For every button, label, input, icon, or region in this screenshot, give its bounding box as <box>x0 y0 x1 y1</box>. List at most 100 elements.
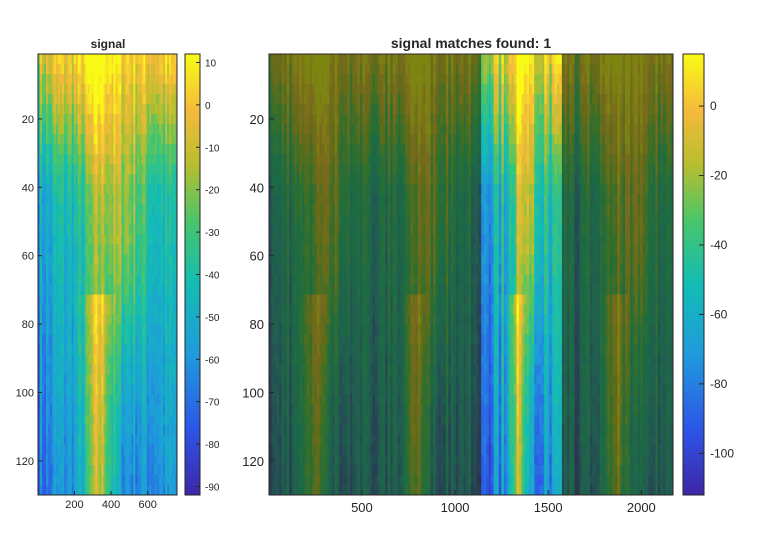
heatmap-cell <box>344 84 348 95</box>
heatmap-cell <box>167 174 170 185</box>
heatmap-cell <box>151 174 154 185</box>
heatmap-cell <box>291 74 295 85</box>
heatmap-cell <box>279 64 283 75</box>
heatmap-cell <box>531 104 535 115</box>
heatmap-cell <box>123 334 126 346</box>
heatmap-cell <box>87 454 91 466</box>
heatmap-cell <box>612 64 616 75</box>
heatmap-cell <box>382 74 386 85</box>
heatmap-cell <box>145 454 148 466</box>
heatmap-cell <box>83 234 87 245</box>
heatmap-cell <box>91 284 94 295</box>
heatmap-cell <box>47 194 51 205</box>
heatmap-cell <box>135 144 138 155</box>
heatmap-cell <box>119 394 122 406</box>
heatmap-cell <box>97 204 100 215</box>
heatmap-cell <box>141 244 144 255</box>
heatmap-cell <box>395 154 399 165</box>
heatmap-cell <box>405 124 409 135</box>
heatmap-cell <box>143 74 146 85</box>
heatmap-cell <box>49 344 53 356</box>
heatmap-cell <box>111 224 114 235</box>
heatmap-cell <box>105 464 108 476</box>
heatmap-cell <box>57 264 61 275</box>
heatmap-cell <box>53 304 57 315</box>
heatmap-cell <box>107 424 110 436</box>
heatmap-cell <box>173 294 176 305</box>
heatmap-cell <box>77 444 81 456</box>
heatmap-cell <box>147 114 150 125</box>
heatmap-cell <box>157 264 160 275</box>
heatmap-cell <box>171 284 174 295</box>
heatmap-cell <box>647 144 651 155</box>
heatmap-cell <box>354 74 358 85</box>
heatmap-cell <box>135 64 138 75</box>
heatmap-cell <box>352 74 356 85</box>
heatmap-cell <box>49 104 53 115</box>
heatmap-cell <box>425 94 429 105</box>
heatmap-cell <box>566 114 570 125</box>
heatmap-cell <box>159 434 162 446</box>
heatmap-cell <box>395 74 399 85</box>
heatmap-cell <box>139 104 142 115</box>
heatmap-cell <box>125 264 128 275</box>
heatmap-cell <box>175 104 178 115</box>
heatmap-cell <box>85 64 89 75</box>
heatmap-cell <box>327 134 330 145</box>
heatmap-cell <box>284 114 288 125</box>
heatmap-cell <box>141 214 144 225</box>
heatmap-cell <box>443 64 447 75</box>
heatmap-cell <box>113 354 116 366</box>
heatmap-cell <box>45 234 49 245</box>
heatmap-cell <box>141 464 144 476</box>
heatmap-cell <box>107 54 110 65</box>
heatmap-cell <box>622 64 626 75</box>
heatmap-cell <box>577 124 580 135</box>
heatmap-cell <box>334 154 338 165</box>
heatmap-cell <box>551 94 555 105</box>
heatmap-cell <box>139 294 142 305</box>
heatmap-cell <box>173 364 176 376</box>
heatmap-cell <box>471 144 474 155</box>
x-tick-label: 400 <box>102 499 120 511</box>
heatmap-cell <box>63 334 67 346</box>
heatmap-cell <box>85 304 89 315</box>
heatmap-cell <box>549 94 553 105</box>
heatmap-cell <box>119 104 122 115</box>
heatmap-cell <box>79 104 83 115</box>
heatmap-cell <box>73 54 77 65</box>
heatmap-cell <box>622 104 626 115</box>
heatmap-cell <box>59 174 63 185</box>
heatmap-cell <box>655 154 659 165</box>
heatmap-cell <box>61 374 65 386</box>
heatmap-cell <box>569 94 573 105</box>
heatmap-cell <box>362 124 366 135</box>
heatmap-cell <box>59 74 63 85</box>
heatmap-cell <box>173 414 176 426</box>
heatmap-cell <box>121 74 124 85</box>
heatmap-cell <box>526 74 530 85</box>
heatmap-cell <box>159 334 162 346</box>
heatmap-cell <box>165 334 168 346</box>
heatmap-cell <box>123 204 126 215</box>
heatmap-cell <box>83 384 87 396</box>
heatmap-cell <box>57 434 61 446</box>
heatmap-cell <box>149 454 152 466</box>
heatmap-cell <box>161 334 164 346</box>
heatmap-cell <box>69 284 73 295</box>
heatmap-cell <box>289 164 293 175</box>
heatmap-cell <box>167 284 170 295</box>
heatmap-cell <box>95 314 98 326</box>
heatmap-cell <box>73 364 77 376</box>
heatmap-cell <box>49 64 53 75</box>
heatmap-cell <box>584 154 588 165</box>
heatmap-cell <box>167 104 170 115</box>
heatmap-cell <box>57 344 61 356</box>
heatmap-cell <box>45 444 49 456</box>
heatmap-cell <box>75 124 79 135</box>
heatmap-cell <box>516 144 520 155</box>
heatmap-cell <box>67 224 71 235</box>
heatmap-cell <box>167 364 170 376</box>
heatmap-cell <box>77 104 81 115</box>
heatmap-cell <box>93 224 96 235</box>
